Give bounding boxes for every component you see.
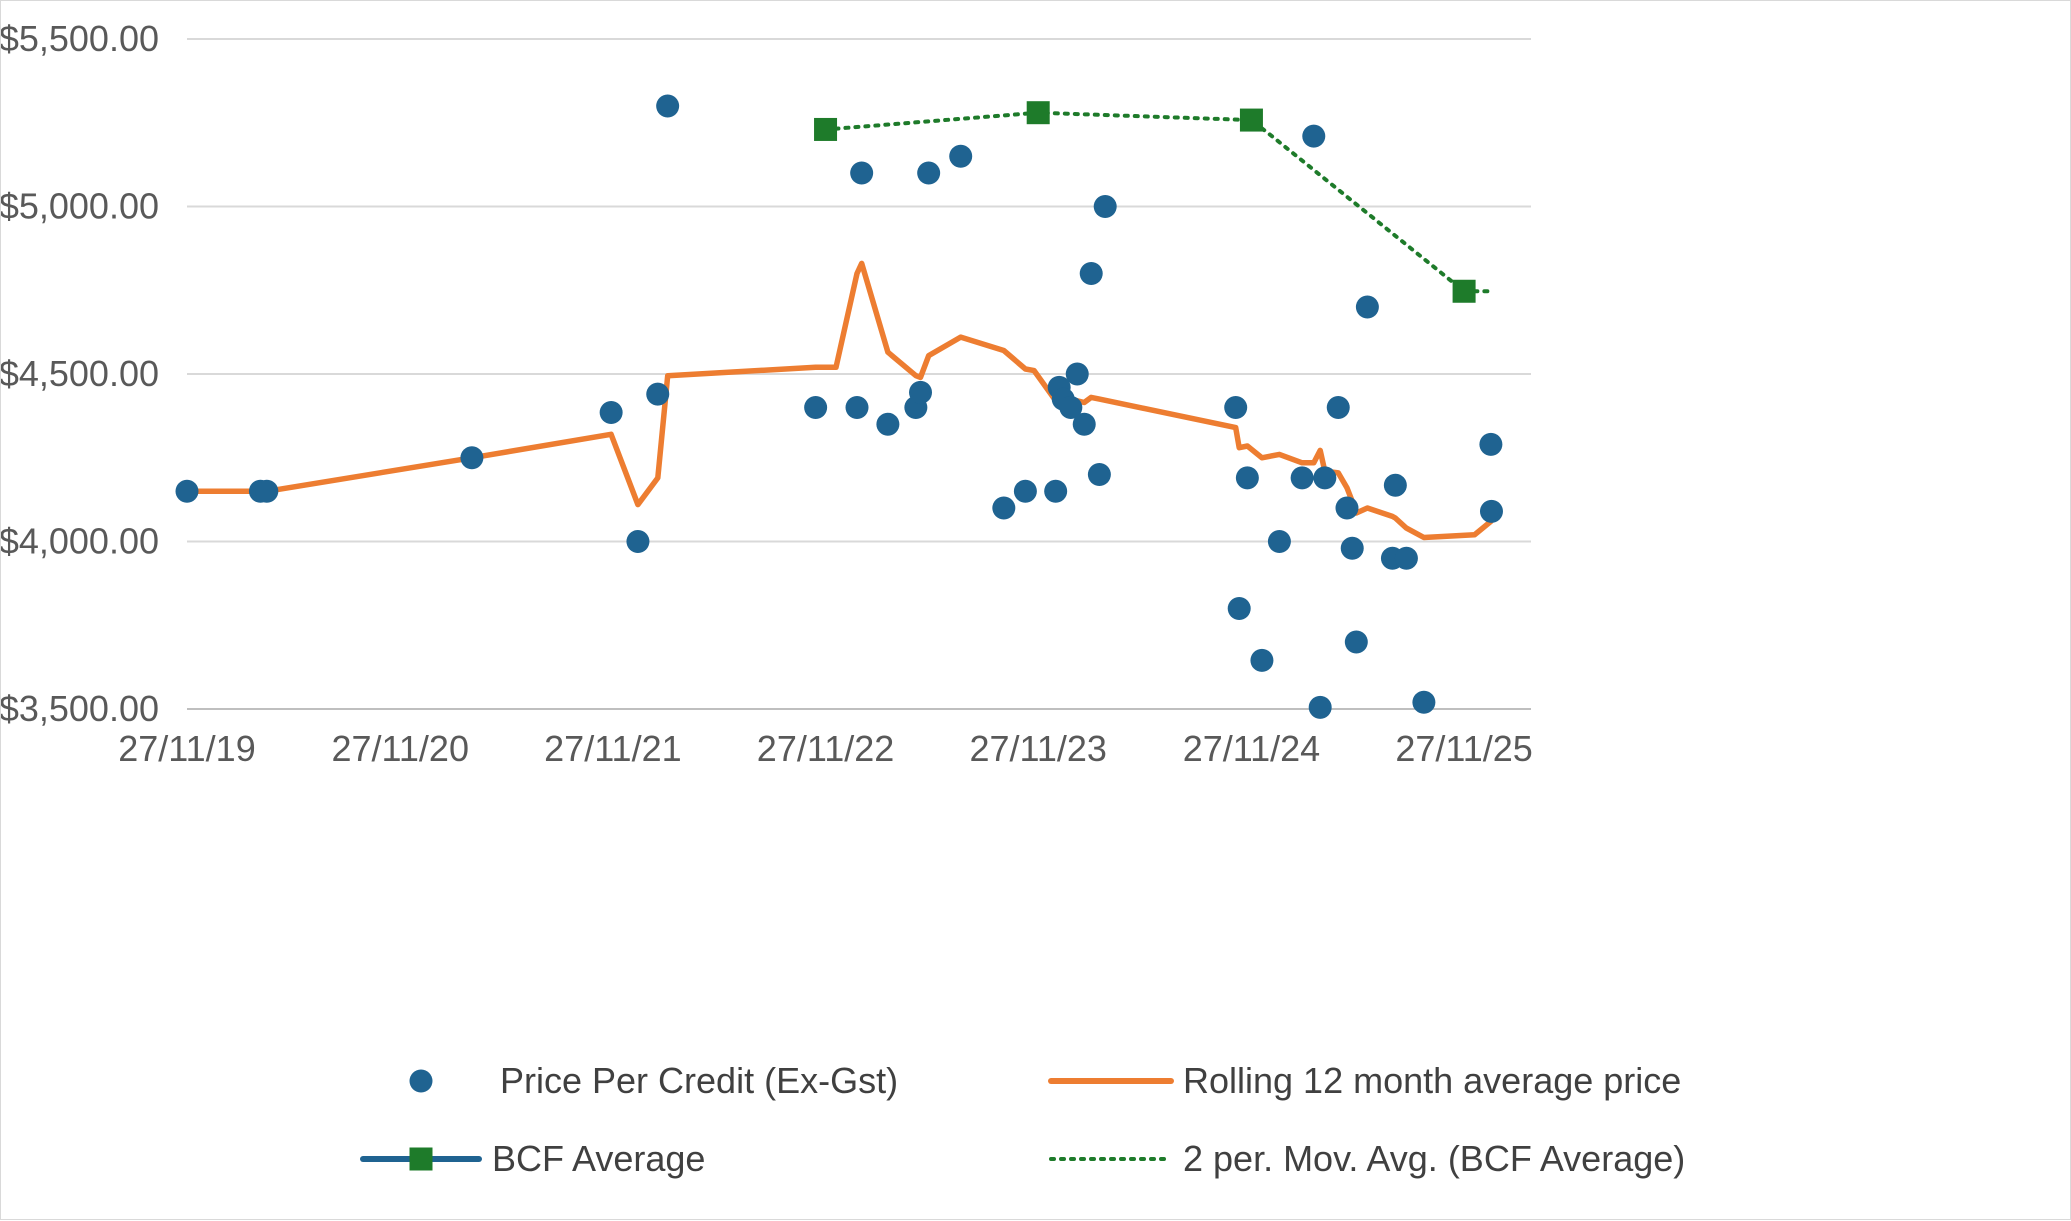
- x-tick-label: 27/11/21: [544, 728, 681, 769]
- scatter-point: [1383, 473, 1407, 497]
- scatter-point: [1479, 499, 1503, 523]
- x-tick-label: 27/11/22: [757, 728, 894, 769]
- x-tick-label: 27/11/24: [1183, 728, 1320, 769]
- y-tick-label: $4,000.00: [1, 521, 159, 562]
- scatter-point: [460, 446, 484, 470]
- scatter-point: [656, 94, 680, 118]
- y-tick-labels: $3,500.00 $4,000.00 $4,500.00 $5,000.00 $5,5…: [1, 18, 159, 729]
- legend-swatch-bcf-average-marker: [409, 1147, 433, 1171]
- scatter-point: [1290, 466, 1314, 490]
- scatter-point: [1326, 396, 1350, 419]
- y-tick-label: $5,500.00: [1, 18, 159, 59]
- series-line-moving-average: [823, 110, 1493, 294]
- legend-label-price-per-credit: Price Per Credit (Ex-Gst): [500, 1060, 898, 1101]
- gridlines: [187, 38, 1531, 543]
- scatter-point: [1302, 124, 1326, 148]
- scatter-point: [1079, 262, 1103, 285]
- scatter-point: [599, 401, 623, 425]
- scatter-point: [992, 496, 1016, 520]
- bcf-average-marker: [1452, 279, 1476, 303]
- scatter-point: [909, 380, 933, 404]
- scatter-point: [1267, 530, 1291, 553]
- y-tick-label: $4,500.00: [1, 353, 159, 394]
- x-tick-label: 27/11/25: [1395, 728, 1532, 769]
- scatter-point: [255, 479, 279, 503]
- scatter-point: [1344, 630, 1368, 654]
- legend-swatch-price-per-credit: [409, 1069, 433, 1093]
- scatter-point: [1087, 463, 1111, 486]
- legend-label-rolling-average: Rolling 12 month average price: [1183, 1060, 1681, 1101]
- x-tick-label: 27/11/19: [118, 728, 255, 769]
- scatter-point: [1355, 295, 1379, 319]
- scatter-point: [1335, 496, 1359, 520]
- legend-label-bcf-average: BCF Average: [492, 1138, 705, 1179]
- scatter-point: [1093, 195, 1117, 218]
- scatter-point: [850, 161, 874, 185]
- y-tick-label: $5,000.00: [1, 186, 159, 227]
- scatter-point: [1250, 648, 1274, 672]
- scatter-point: [1308, 695, 1332, 719]
- x-tick-label: 27/11/20: [332, 728, 469, 769]
- scatter-point: [646, 382, 670, 406]
- scatter-point: [949, 144, 973, 168]
- scatter-point: [1313, 466, 1337, 490]
- bcf-average-marker: [814, 117, 838, 141]
- scatter-point: [1013, 479, 1037, 503]
- scatter-point: [1224, 396, 1248, 419]
- scatter-point: [1072, 412, 1096, 436]
- scatter-point: [1479, 432, 1503, 456]
- plot-area: [175, 94, 1503, 719]
- scatter-point: [876, 412, 900, 436]
- scatter-point: [1065, 362, 1089, 386]
- scatter-point: [804, 396, 828, 419]
- series-line-rolling-average: [184, 260, 1494, 541]
- scatter-point: [1340, 536, 1364, 560]
- bcf-average-marker: [1239, 108, 1263, 132]
- scatter-point: [845, 396, 869, 419]
- scatter-point: [175, 479, 199, 503]
- bcf-average-marker: [1026, 101, 1050, 125]
- scatter-point: [1235, 466, 1259, 490]
- scatter-point: [917, 161, 941, 185]
- scatter-point: [1059, 396, 1083, 419]
- legend-label-moving-average: 2 per. Mov. Avg. (BCF Average): [1183, 1138, 1685, 1179]
- legend: Price Per Credit (Ex-Gst) Rolling 12 mont…: [360, 1060, 1685, 1179]
- x-tick-labels: 27/11/19 27/11/20 27/11/21 27/11/22 27/11/23…: [118, 728, 1533, 769]
- scatter-point: [1044, 479, 1068, 503]
- scatter-point: [626, 530, 650, 553]
- scatter-point: [1227, 597, 1251, 620]
- scatter-point: [1412, 690, 1436, 714]
- y-tick-label: $3,500.00: [1, 688, 159, 729]
- x-tick-label: 27/11/23: [969, 728, 1106, 769]
- scatter-point: [1394, 546, 1418, 570]
